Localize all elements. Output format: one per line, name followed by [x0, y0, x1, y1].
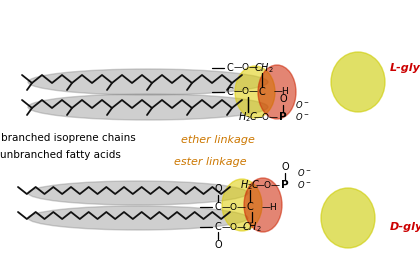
Text: unbranched fatty acids: unbranched fatty acids	[0, 150, 121, 160]
Text: —O—: —O—	[221, 202, 247, 211]
Text: C: C	[259, 87, 265, 97]
Text: $H_2C$: $H_2C$	[238, 110, 258, 124]
Ellipse shape	[28, 94, 268, 120]
Text: O: O	[214, 184, 222, 194]
Text: —O—: —O—	[255, 180, 281, 189]
Text: —O—: —O—	[234, 87, 258, 97]
Text: ester linkage: ester linkage	[174, 157, 246, 167]
Ellipse shape	[222, 179, 262, 231]
Text: —H: —H	[274, 87, 290, 97]
Text: $O^-$: $O^-$	[295, 100, 310, 111]
Text: —H: —H	[262, 202, 278, 211]
Text: ether linkage: ether linkage	[181, 135, 255, 145]
Ellipse shape	[321, 188, 375, 248]
Text: D-glycerol: D-glycerol	[390, 222, 420, 232]
Text: $O^-$: $O^-$	[295, 111, 310, 122]
Text: C: C	[215, 222, 221, 232]
Ellipse shape	[258, 65, 296, 119]
Ellipse shape	[28, 206, 248, 230]
Text: —O—: —O—	[221, 222, 247, 232]
Ellipse shape	[28, 69, 268, 95]
Text: C: C	[227, 63, 234, 73]
Text: P: P	[279, 112, 287, 122]
Text: O: O	[279, 94, 287, 104]
Text: O: O	[281, 162, 289, 172]
Text: L-glycerol: L-glycerol	[390, 63, 420, 73]
Text: $CH_2$: $CH_2$	[254, 61, 274, 75]
Ellipse shape	[331, 52, 385, 112]
Ellipse shape	[28, 181, 248, 205]
Ellipse shape	[235, 66, 275, 118]
Text: C: C	[215, 202, 221, 212]
Text: P: P	[281, 180, 289, 190]
Text: $CH_2$: $CH_2$	[242, 220, 262, 234]
Ellipse shape	[244, 178, 282, 232]
Text: C: C	[227, 87, 234, 97]
Text: —O—: —O—	[254, 112, 278, 122]
Text: $O^-$: $O^-$	[297, 167, 312, 178]
Text: O: O	[214, 240, 222, 250]
Text: —O—: —O—	[234, 64, 258, 73]
Text: $O^-$: $O^-$	[297, 180, 312, 191]
Text: $H_2C$: $H_2C$	[240, 178, 260, 192]
Text: C: C	[247, 202, 253, 212]
Text: branched isoprene chains: branched isoprene chains	[0, 133, 135, 143]
